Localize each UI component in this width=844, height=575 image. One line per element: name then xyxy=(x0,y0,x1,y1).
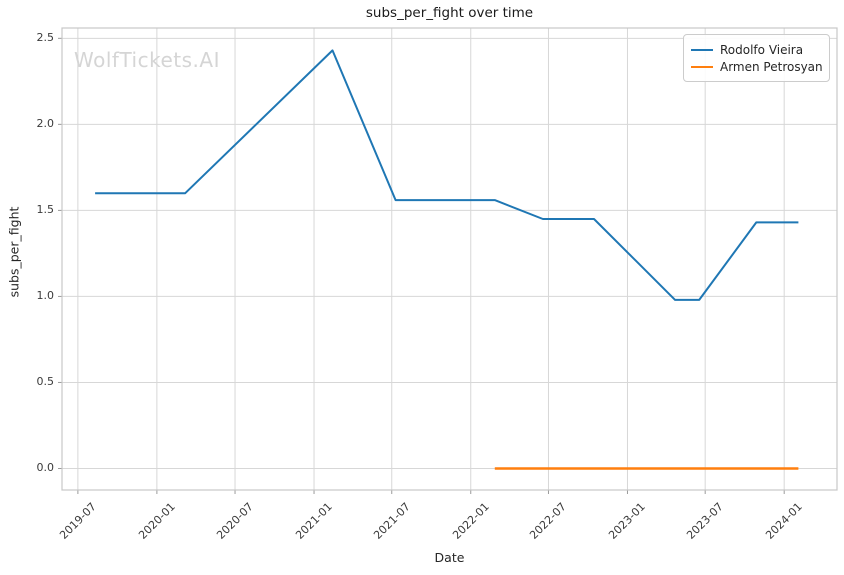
y-tick-label: 2.0 xyxy=(36,117,55,131)
legend: Rodolfo Vieira Armen Petrosyan xyxy=(683,34,830,82)
y-tick-label: 1.0 xyxy=(36,289,55,303)
legend-label: Rodolfo Vieira xyxy=(720,42,804,57)
legend-line-swatch xyxy=(691,48,713,51)
y-tick-label: 0.5 xyxy=(36,375,55,389)
legend-item: Rodolfo Vieira xyxy=(691,41,820,58)
y-tick-label: 1.5 xyxy=(36,203,55,217)
legend-item: Armen Petrosyan xyxy=(691,58,823,75)
y-tick-label: 2.5 xyxy=(36,31,55,45)
x-axis-label: Date xyxy=(434,550,465,565)
chart-title: subs_per_fight over time xyxy=(365,5,534,21)
legend-label: Armen Petrosyan xyxy=(720,59,823,74)
y-axis-label: subs_per_fight xyxy=(6,206,22,298)
y-tick-label: 0.0 xyxy=(36,461,55,475)
series-line-rodolfo-vieira xyxy=(95,49,799,301)
axes-spines xyxy=(61,27,838,491)
legend-line-swatch xyxy=(691,65,713,68)
